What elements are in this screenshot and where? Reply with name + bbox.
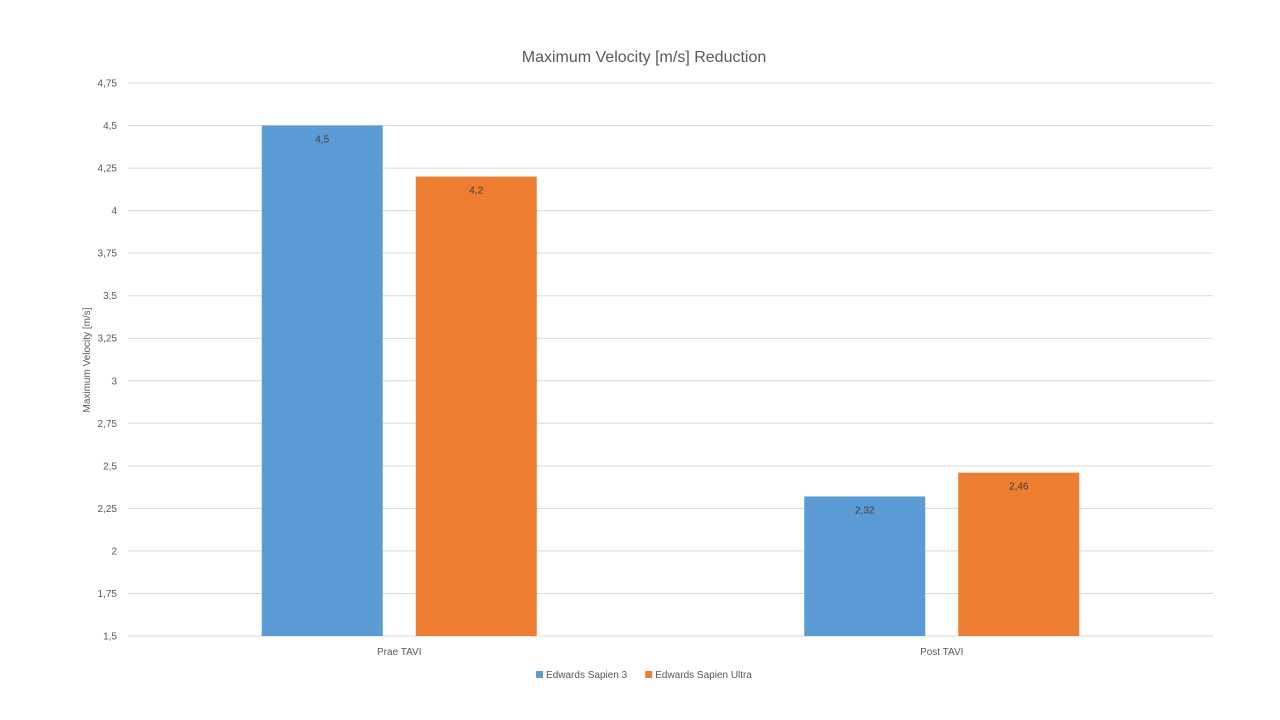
bar [415,176,537,637]
x-axis-ticks: Prae TAVI Post TAVI [377,647,963,658]
data-label: 4,2 [469,186,483,197]
y-tick-label: 3,25 [98,334,118,345]
chart-title: Maximum Velocity [m/s] Reduction [522,49,767,66]
y-axis-ticks: 1,5 1,75 2 2,25 2,5 2,75 3 3,25 3,5 3,75 4 4,25 4,5 4… [98,79,118,643]
x-tick-label: Prae TAVI [377,647,421,658]
y-tick-label: 4 [111,206,117,217]
y-tick-label: 1,5 [103,632,117,643]
legend-swatch [536,671,544,678]
y-tick-label: 3,5 [103,291,117,302]
y-axis-title: Maximum Velocity [m/s] [82,307,93,412]
data-label: 4,5 [315,135,329,146]
bar [261,125,383,637]
y-tick-label: 1,75 [98,589,118,600]
legend-label: Edwards Sapien Ultra [655,670,752,681]
bar [804,496,926,636]
data-label: 2,46 [1009,482,1029,493]
y-tick-label: 4,75 [98,79,118,90]
y-tick-label: 2,5 [103,461,117,472]
data-label: 2,32 [855,505,875,516]
legend-label: Edwards Sapien 3 [546,670,628,681]
y-tick-label: 2,25 [98,504,118,515]
y-tick-label: 4,5 [103,121,117,132]
x-tick-label: Post TAVI [920,647,963,658]
legend-swatch [645,671,653,678]
y-tick-label: 3 [111,376,117,387]
y-tick-label: 4,25 [98,164,118,175]
y-tick-label: 2 [111,546,117,557]
legend-item: Edwards Sapien 3 [536,670,628,681]
data-labels: 4,5 4,2 2,32 2,46 [315,135,1029,517]
y-tick-label: 3,75 [98,249,118,260]
bar [958,472,1080,636]
legend-item: Edwards Sapien Ultra [645,670,752,681]
bars [261,125,1080,637]
legend: Edwards Sapien 3 Edwards Sapien Ultra [536,670,752,681]
y-tick-label: 2,75 [98,419,118,430]
